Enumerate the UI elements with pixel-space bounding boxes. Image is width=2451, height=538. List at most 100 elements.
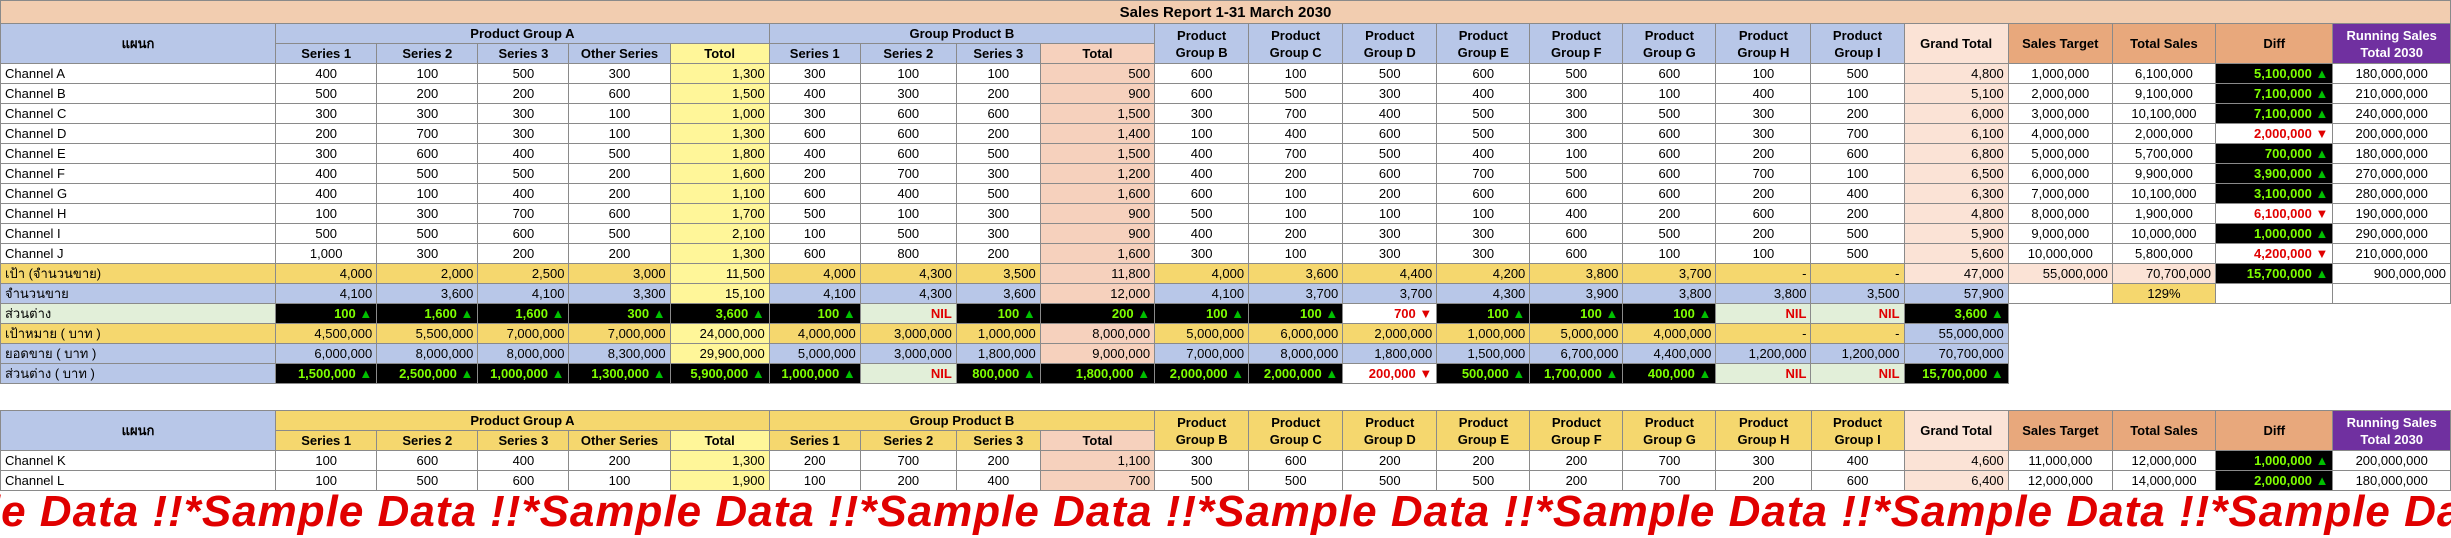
grand-total-value: 5,900 bbox=[1903, 223, 2009, 244]
summary-b-value: 12,000 bbox=[1039, 283, 1156, 304]
series-a-value: 200 bbox=[568, 243, 671, 264]
series-a-value: 1,600 bbox=[669, 163, 770, 184]
product-group-value: 100 bbox=[1715, 63, 1812, 84]
up-arrow-icon: ▲ bbox=[2311, 106, 2329, 121]
summary-b-value: 3,600 bbox=[955, 283, 1041, 304]
summary-a-value: 4,000 bbox=[275, 263, 378, 284]
summary-label: เป้า (จำนวนขาย) bbox=[0, 263, 277, 284]
product-group-value: 700 bbox=[1248, 103, 1344, 124]
summary-b-value: NIL bbox=[859, 303, 957, 324]
series-a-value: 100 bbox=[568, 470, 671, 491]
series-a-value: 1,300 bbox=[669, 63, 770, 84]
summary-pg-value: 1,500,000 bbox=[1436, 343, 1531, 364]
summary-b-value: 100 ▲ bbox=[768, 303, 861, 324]
product-group-value: 100 bbox=[1622, 83, 1717, 104]
product-group-value: 600 bbox=[1622, 123, 1717, 144]
grand-total-value: 4,600 bbox=[1903, 450, 2009, 471]
summary-b-value: 3,000,000 bbox=[859, 343, 957, 364]
product-group-value: 500 bbox=[1529, 63, 1624, 84]
blank-cell bbox=[2333, 324, 2451, 344]
summary-grand-value: 15,700,000 ▲ bbox=[1903, 363, 2009, 384]
summary-a-value: 3,600 bbox=[376, 283, 479, 304]
up-arrow-icon: ▲ bbox=[1601, 366, 1619, 381]
sales-target-value: 2,000,000 bbox=[2007, 83, 2113, 104]
summary-pg-value: 3,800 bbox=[1715, 283, 1812, 304]
blank-cell bbox=[2008, 364, 2112, 384]
series-b-value: 500 bbox=[768, 203, 861, 224]
series-b-value: 100 bbox=[859, 63, 957, 84]
series-header: Total bbox=[1039, 43, 1156, 64]
grand-total-value: 6,400 bbox=[1903, 470, 2009, 491]
product-group-value: 100 bbox=[1248, 183, 1344, 204]
summary-a-value: 3,300 bbox=[568, 283, 671, 304]
product-group-value: 100 bbox=[1622, 243, 1717, 264]
product-group-value: 700 bbox=[1622, 470, 1717, 491]
series-b-value: 600 bbox=[768, 243, 861, 264]
up-arrow-icon: ▲ bbox=[748, 306, 765, 321]
product-group-value: 400 bbox=[1529, 203, 1624, 224]
diff-value: 1,000,000 ▲ bbox=[2215, 450, 2334, 471]
summary-a-value: 8,300,000 bbox=[568, 343, 671, 364]
up-arrow-icon: ▲ bbox=[1227, 306, 1245, 321]
series-a-value: 1,000 bbox=[669, 103, 770, 124]
blank-cell bbox=[2007, 283, 2113, 304]
summary-running-value: 900,000,000 bbox=[2332, 263, 2451, 284]
product-group-value: 200 bbox=[1715, 470, 1812, 491]
grand-total-value: 6,000 bbox=[1903, 103, 2009, 124]
summary-pg-value: 1,200,000 bbox=[1715, 343, 1812, 364]
series-b-value: 1,400 bbox=[1039, 123, 1156, 144]
series-a-value: 500 bbox=[376, 470, 479, 491]
summary-pg-value: 3,700 bbox=[1342, 283, 1438, 304]
series-b-value: 400 bbox=[859, 183, 957, 204]
blank-cell bbox=[2333, 364, 2451, 384]
summary-a-value: 4,100 bbox=[477, 283, 570, 304]
summary-pg-value: 200,000 ▼ bbox=[1342, 363, 1438, 384]
series-a-value: 500 bbox=[275, 83, 378, 104]
running-total-value: 210,000,000 bbox=[2332, 83, 2451, 104]
summary-a-value: 300 ▲ bbox=[568, 303, 671, 324]
summary-a-value: 7,000,000 bbox=[568, 323, 671, 344]
series-a-value: 300 bbox=[376, 203, 479, 224]
diff-value: 7,100,000 ▲ bbox=[2215, 83, 2334, 104]
up-arrow-icon: ▲ bbox=[547, 306, 565, 321]
summary-label: ส่วนต่าง ( บาท ) bbox=[0, 363, 277, 384]
summary-pg-value: 100 ▲ bbox=[1154, 303, 1250, 324]
up-arrow-icon: ▲ bbox=[649, 306, 666, 321]
summary-label: จำนวนขาย bbox=[0, 283, 277, 304]
series-header: Series 2 bbox=[859, 430, 957, 451]
summary-grand-value: 3,600 ▲ bbox=[1903, 303, 2009, 324]
summary-a-value: 3,000 bbox=[568, 263, 671, 284]
summary-grand-value: 55,000,000 bbox=[1903, 323, 2009, 344]
product-group-value: 400 bbox=[1154, 163, 1250, 184]
running-total-value: 290,000,000 bbox=[2332, 223, 2451, 244]
running-total-value: 240,000,000 bbox=[2332, 103, 2451, 124]
product-group-value: 600 bbox=[1715, 203, 1812, 224]
summary-pg-value: 5,000,000 bbox=[1529, 323, 1624, 344]
series-b-value: 200 bbox=[955, 243, 1041, 264]
up-arrow-icon: ▲ bbox=[1019, 366, 1036, 381]
total-sales-value: 1,900,000 bbox=[2111, 203, 2217, 224]
series-a-value: 200 bbox=[568, 450, 671, 471]
summary-pg-value: NIL bbox=[1810, 363, 1905, 384]
series-a-value: 400 bbox=[275, 183, 378, 204]
up-arrow-icon: ▲ bbox=[1508, 306, 1526, 321]
series-a-value: 100 bbox=[275, 450, 378, 471]
summary-a-value: 2,500 bbox=[477, 263, 570, 284]
running-total-value: 200,000,000 bbox=[2332, 123, 2451, 144]
series-a-value: 1,900 bbox=[669, 470, 770, 491]
product-group-value: 100 bbox=[1529, 143, 1624, 164]
series-a-value: 500 bbox=[568, 223, 671, 244]
product-group-value: 600 bbox=[1154, 183, 1250, 204]
total-sales-value: 2,000,000 bbox=[2111, 123, 2217, 144]
summary-a-value: 8,000,000 bbox=[477, 343, 570, 364]
product-group-header: Product Group F bbox=[1529, 23, 1624, 64]
product-group-value: 500 bbox=[1436, 103, 1531, 124]
series-a-value: 300 bbox=[568, 63, 671, 84]
running-total-header: Running Sales Total 2030 bbox=[2332, 23, 2451, 64]
running-total-value: 270,000,000 bbox=[2332, 163, 2451, 184]
blank-cell bbox=[2216, 324, 2333, 344]
blank-cell bbox=[2333, 344, 2451, 364]
series-b-value: 200 bbox=[955, 83, 1041, 104]
dept-header: แผนก bbox=[0, 410, 277, 451]
summary-b-value: 3,500 bbox=[955, 263, 1041, 284]
